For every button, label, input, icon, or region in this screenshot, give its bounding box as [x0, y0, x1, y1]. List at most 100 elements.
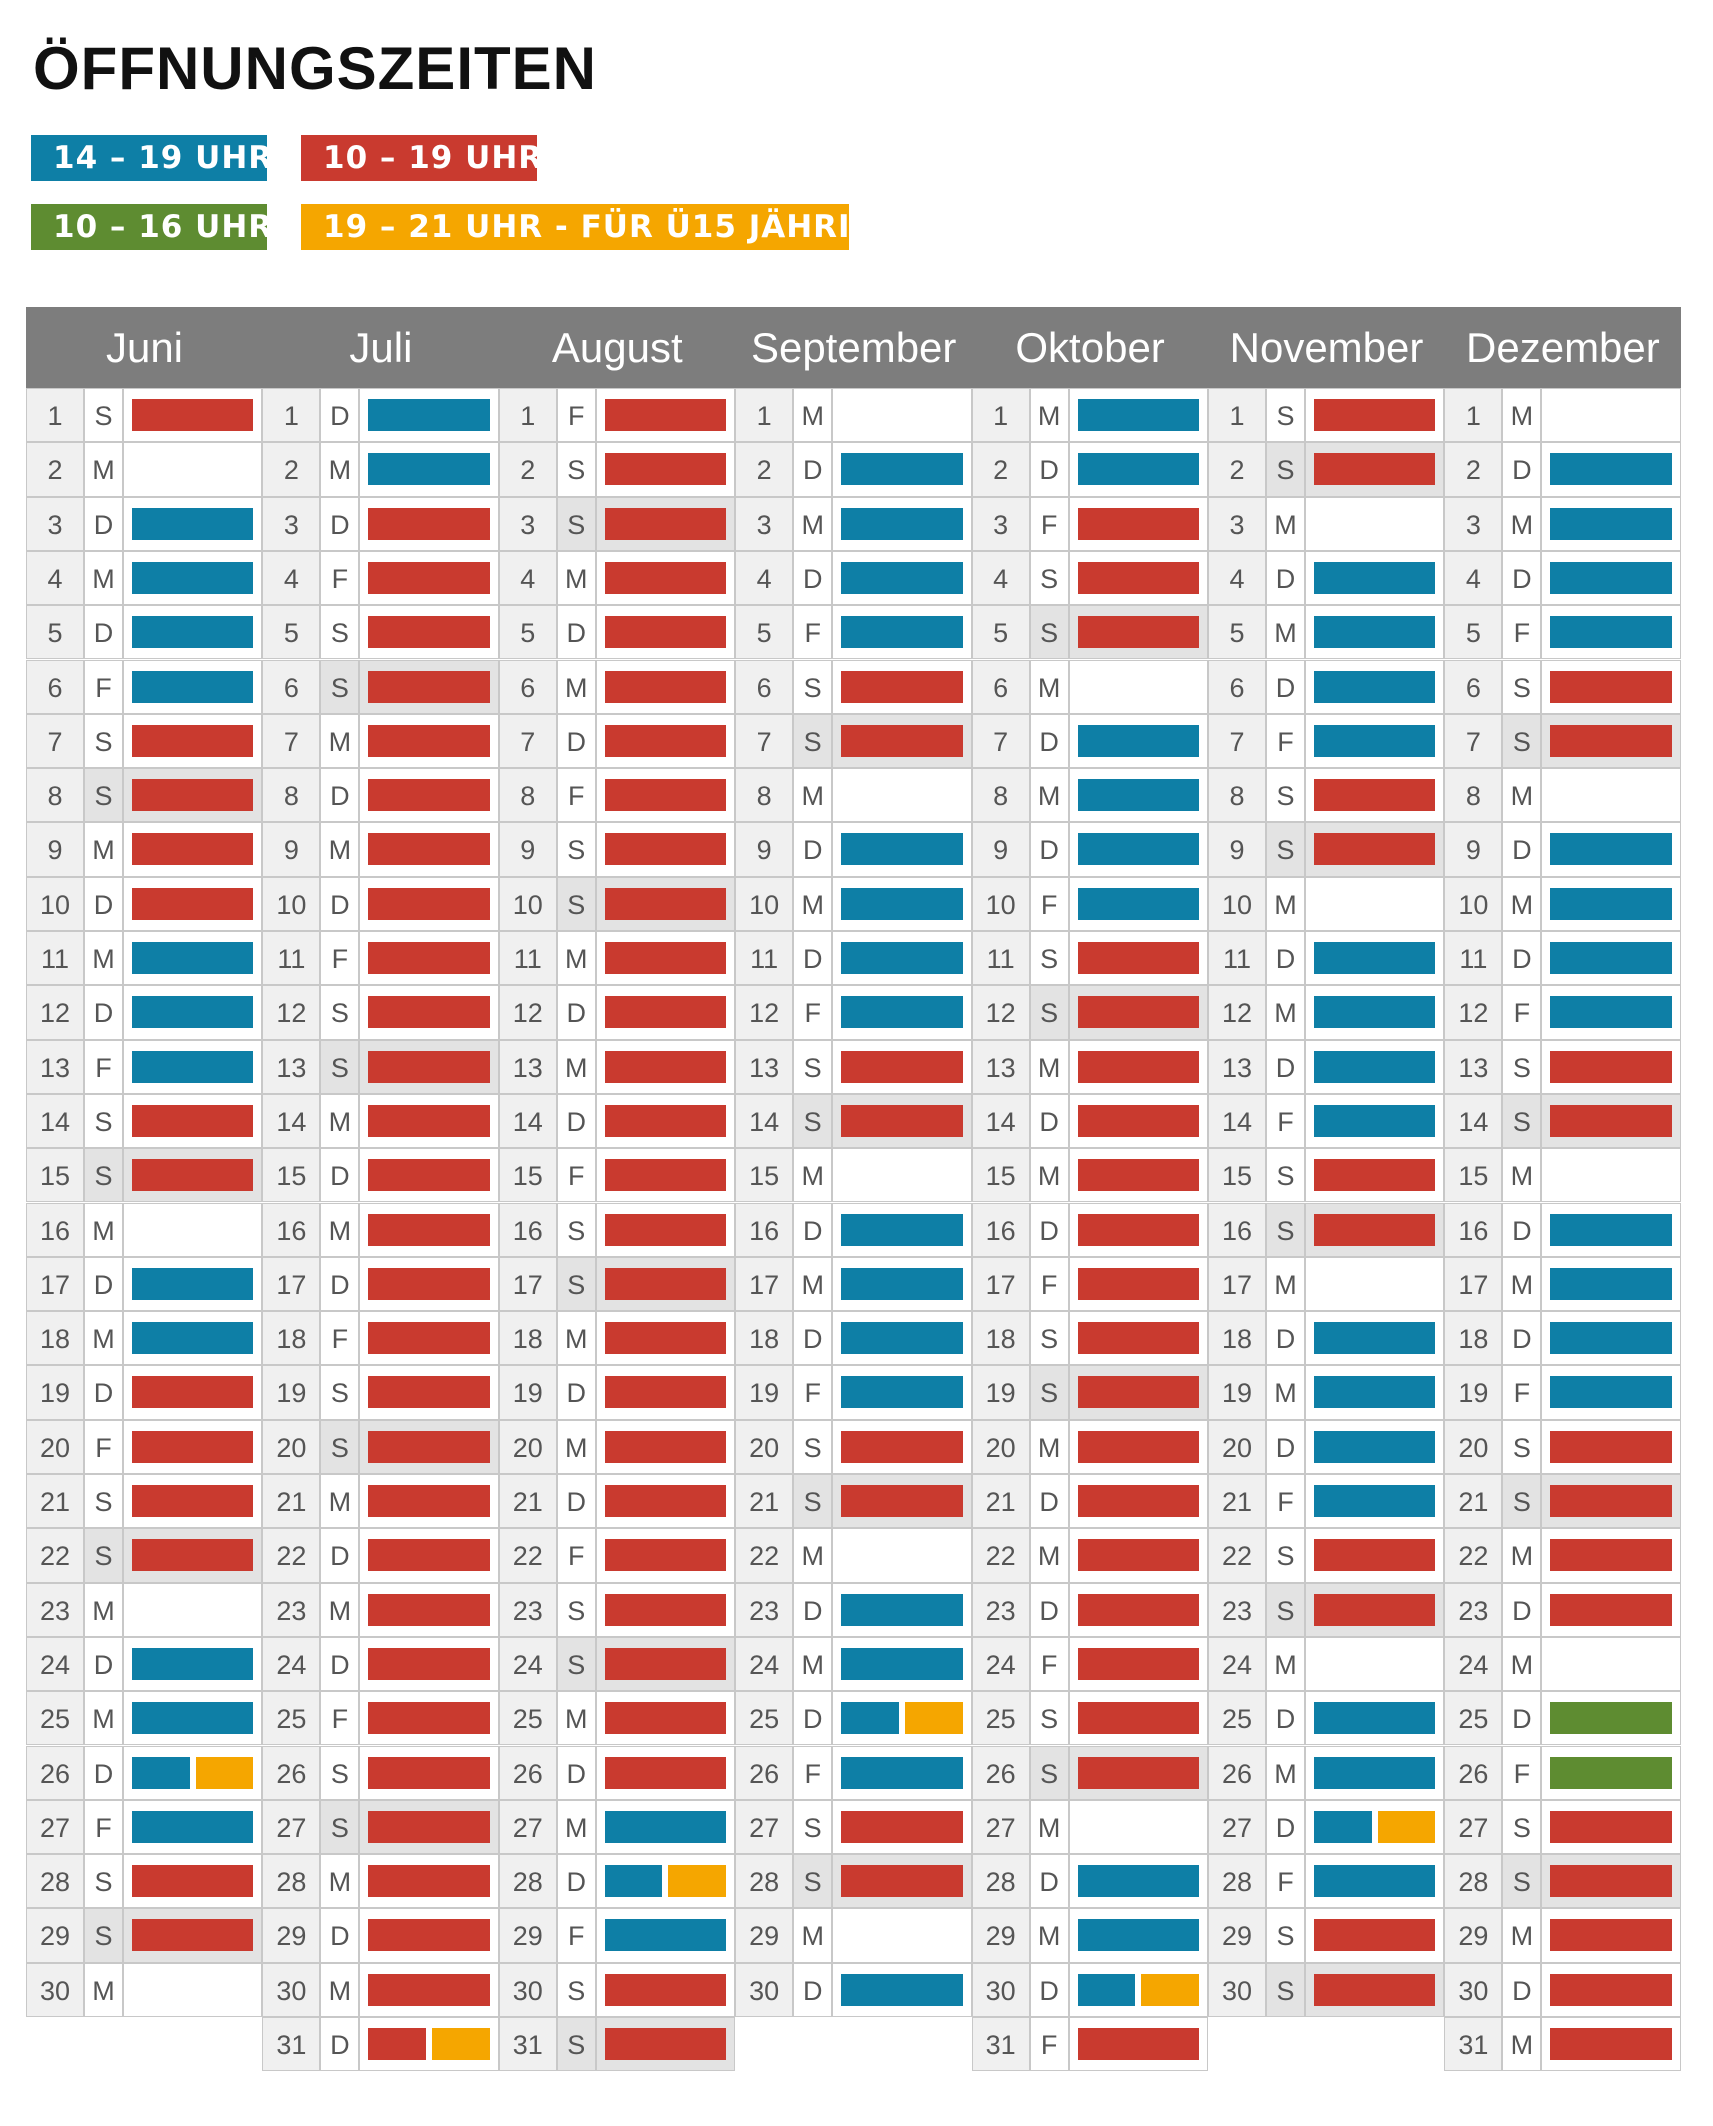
hours-bar	[1077, 1647, 1199, 1680]
hours-bar	[1077, 1104, 1199, 1137]
day-number: 5	[1444, 605, 1503, 660]
weekday-label: F	[84, 1039, 123, 1094]
hours-bar	[132, 1267, 254, 1300]
day-row: 26 M	[1208, 1745, 1445, 1800]
day-row: 10 F	[971, 876, 1208, 931]
hours-cell	[1305, 1691, 1445, 1746]
weekday-label: F	[1029, 876, 1069, 931]
day-number: 11	[735, 931, 794, 986]
weekday-label: M	[1029, 1528, 1069, 1583]
hours-bar	[132, 616, 254, 649]
day-row: 18 D	[1208, 1311, 1445, 1366]
hours-bar	[1314, 779, 1436, 812]
day-number: 21	[498, 1474, 557, 1529]
hours-bar	[368, 561, 490, 594]
hours-bar	[1550, 724, 1672, 757]
hours-cell	[832, 1311, 972, 1366]
day-row: 22 D	[262, 1528, 499, 1583]
weekday-label: D	[84, 1256, 123, 1312]
hours-cell	[1305, 1962, 1445, 2017]
month-header: Juli	[262, 307, 500, 388]
day-number: 20	[26, 1419, 84, 1474]
hours-cell	[1068, 605, 1208, 660]
weekday-label: S	[84, 768, 123, 823]
day-row: 19 F	[735, 1365, 972, 1420]
weekday-label: S	[1266, 442, 1305, 497]
weekday-label: D	[793, 822, 833, 877]
hours-cell	[1305, 1093, 1445, 1149]
hours-cell	[123, 1202, 263, 1257]
day-row: 31 D	[262, 2017, 499, 2072]
weekday-label: M	[793, 1256, 833, 1312]
day-number: 18	[735, 1311, 794, 1366]
weekday-label: M	[1502, 388, 1542, 443]
hours-cell	[359, 605, 499, 660]
hours-bar	[1314, 561, 1436, 594]
hours-cell	[123, 1582, 263, 1637]
weekday-label: F	[556, 1148, 596, 1203]
hours-bar	[1314, 1973, 1436, 2006]
hours-bar	[1314, 1919, 1436, 1952]
day-number: 25	[1208, 1691, 1266, 1746]
day-number: 3	[26, 496, 84, 551]
day-number: 2	[1444, 442, 1503, 497]
day-number: 1	[26, 388, 84, 443]
day-number: 12	[1208, 985, 1266, 1040]
hours-cell	[595, 1419, 736, 1474]
day-row: 13 M	[498, 1039, 736, 1094]
day-row: 14 D	[498, 1093, 736, 1149]
day-row: 15 M	[1444, 1148, 1681, 1203]
hours-cell	[123, 605, 263, 660]
day-number: 2	[262, 442, 321, 497]
day-row: 25 M	[26, 1691, 263, 1746]
hours-cell	[832, 768, 972, 823]
day-number: 4	[1208, 550, 1266, 606]
weekday-label: M	[793, 1528, 833, 1583]
hours-cell	[832, 931, 972, 986]
day-number: 30	[1208, 1962, 1266, 2017]
hours-cell	[123, 1093, 263, 1149]
hours-bar	[1550, 1973, 1672, 2006]
day-row: 21 M	[262, 1474, 499, 1529]
day-row: 10 M	[1444, 876, 1681, 931]
hours-bar	[604, 1485, 727, 1517]
day-row: 30 D	[1444, 1962, 1681, 2017]
day-number: 19	[1444, 1365, 1503, 1420]
weekday-label: D	[793, 550, 833, 606]
weekday-label: M	[1266, 876, 1305, 931]
hours-bar	[604, 1376, 727, 1409]
hours-bar	[1314, 1810, 1372, 1843]
weekday-label: M	[84, 931, 123, 986]
weekday-label: D	[556, 1745, 596, 1800]
day-row: 23 S	[1208, 1582, 1445, 1637]
hours-bar	[1550, 453, 1672, 486]
hours-bar	[1550, 887, 1672, 920]
day-row: 25 M	[498, 1691, 736, 1746]
hours-cell	[1068, 1148, 1208, 1203]
weekday-label: D	[1502, 1582, 1542, 1637]
weekday-label: M	[84, 822, 123, 877]
hours-bar	[1550, 670, 1672, 703]
day-number: 26	[735, 1745, 794, 1800]
day-number: 12	[26, 985, 84, 1040]
hours-bar	[1314, 833, 1436, 866]
day-number: 22	[1444, 1528, 1503, 1583]
hours-bar	[841, 1430, 963, 1463]
weekday-label: S	[793, 1419, 833, 1474]
hours-cell	[832, 1419, 972, 1474]
day-row: 20 S	[1444, 1419, 1681, 1474]
hours-cell	[1068, 1745, 1208, 1800]
day-row: 19 F	[1444, 1365, 1681, 1420]
hours-bar	[132, 833, 254, 866]
hours-cell	[832, 1636, 972, 1692]
hours-cell	[832, 876, 972, 931]
hours-bar	[1314, 616, 1436, 649]
hours-bar	[604, 1702, 727, 1735]
weekday-label: D	[1266, 1691, 1305, 1746]
